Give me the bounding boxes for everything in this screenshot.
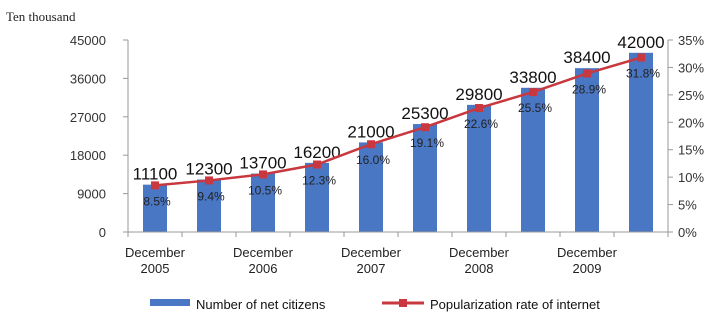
x-tick-label: December bbox=[557, 245, 618, 260]
right-axis-tick-label: 0% bbox=[678, 225, 697, 240]
x-axis: December2005December2006December2007Dece… bbox=[125, 231, 669, 276]
rate-data-label: 16.0% bbox=[356, 153, 390, 167]
bar-data-label: 38400 bbox=[563, 48, 610, 67]
x-tick-label: December bbox=[125, 245, 186, 260]
rate-point bbox=[259, 170, 267, 179]
right-axis-tick-label: 30% bbox=[678, 60, 704, 75]
x-tick-label: 2005 bbox=[141, 261, 170, 276]
right-axis-tick-label: 35% bbox=[678, 33, 704, 48]
bar bbox=[575, 68, 599, 232]
bar bbox=[359, 142, 383, 232]
x-tick-label: 2007 bbox=[357, 261, 386, 276]
line-series-popularization-rate: 8.5% 9.4% 10.5% 12.3% 16.0% 19.1% 22.6% 25.5% 28… bbox=[143, 53, 660, 208]
rate-point bbox=[475, 104, 483, 113]
legend-swatch-marker bbox=[399, 299, 407, 307]
bar bbox=[629, 52, 653, 232]
x-tick-label: 2006 bbox=[249, 261, 278, 276]
rate-point bbox=[205, 176, 213, 185]
rate-point bbox=[151, 181, 159, 190]
rate-data-label: 12.3% bbox=[302, 174, 336, 188]
bar-data-label: 29800 bbox=[455, 85, 502, 104]
bar bbox=[251, 173, 275, 232]
rate-data-label: 9.4% bbox=[197, 189, 225, 203]
left-axis-tick-label: 36000 bbox=[70, 71, 106, 86]
legend-label: Number of net citizens bbox=[196, 297, 326, 312]
x-tick-label: December bbox=[449, 245, 510, 260]
left-axis-unit-label: Ten thousand bbox=[6, 9, 76, 24]
left-axis-tick-label: 45000 bbox=[70, 33, 106, 48]
rate-data-label: 28.9% bbox=[572, 82, 606, 96]
rate-data-label: 10.5% bbox=[248, 183, 282, 197]
bar bbox=[305, 162, 329, 232]
bar-data-label: 12300 bbox=[185, 160, 232, 179]
x-tick-label: December bbox=[233, 245, 294, 260]
bar-series-net-citizens: 11100 12300 13700 16200 21000 25300 29800 33800… bbox=[133, 33, 665, 232]
right-axis-tick-label: 20% bbox=[678, 115, 704, 130]
legend-label: Popularization rate of internet bbox=[430, 297, 600, 312]
right-axis-tick-label: 5% bbox=[678, 198, 697, 213]
bar-data-label: 13700 bbox=[239, 154, 286, 173]
right-axis-tick-label: 25% bbox=[678, 88, 704, 103]
x-tick-label: December bbox=[341, 245, 402, 260]
rate-point bbox=[529, 88, 537, 97]
rate-data-label: 19.1% bbox=[410, 136, 444, 150]
rate-point bbox=[583, 69, 591, 78]
left-axis: 0 9000 18000 27000 36000 45000 bbox=[70, 33, 129, 240]
rate-data-label: 22.6% bbox=[464, 117, 498, 131]
bar-data-label: 25300 bbox=[401, 104, 448, 123]
bar-data-label: 21000 bbox=[347, 122, 394, 141]
rate-point bbox=[313, 160, 321, 169]
bar-data-label: 16200 bbox=[293, 143, 340, 162]
bar bbox=[143, 184, 167, 232]
right-axis-tick-label: 10% bbox=[678, 170, 704, 185]
rate-line bbox=[154, 56, 642, 187]
left-axis-tick-label: 9000 bbox=[77, 187, 106, 202]
bar bbox=[521, 87, 545, 232]
rate-data-label: 31.8% bbox=[626, 67, 660, 81]
x-tick-label: 2009 bbox=[573, 261, 602, 276]
bar bbox=[413, 124, 437, 232]
rate-data-label: 8.5% bbox=[143, 194, 171, 208]
rate-point bbox=[367, 140, 375, 149]
legend: Number of net citizens Popularization rat… bbox=[150, 297, 600, 312]
bar-data-label: 33800 bbox=[509, 68, 556, 87]
rate-point bbox=[421, 123, 429, 132]
bar bbox=[197, 179, 221, 232]
left-axis-tick-label: 18000 bbox=[70, 148, 106, 163]
rate-point bbox=[637, 53, 645, 62]
rate-data-label: 25.5% bbox=[518, 101, 552, 115]
left-axis-tick-label: 0 bbox=[99, 225, 106, 240]
bar bbox=[467, 104, 491, 232]
right-axis: 0% 5% 10% 15% 20% 25% 30% 35% bbox=[667, 33, 704, 240]
bar-data-label: 11100 bbox=[133, 165, 178, 184]
bar-data-label: 42000 bbox=[617, 33, 664, 52]
legend-swatch-bar bbox=[150, 299, 190, 306]
left-axis-tick-label: 27000 bbox=[70, 110, 106, 125]
right-axis-tick-label: 15% bbox=[678, 143, 704, 158]
x-tick-label: 2008 bbox=[465, 261, 494, 276]
